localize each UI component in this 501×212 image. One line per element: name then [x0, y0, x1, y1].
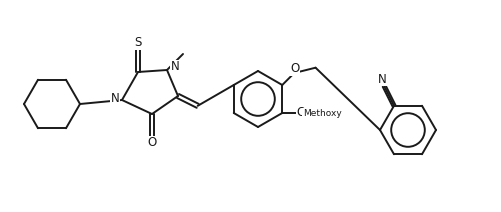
Text: O: O: [290, 62, 299, 75]
Text: Methoxy: Methoxy: [302, 109, 341, 117]
Text: S: S: [134, 36, 141, 49]
Text: N: N: [377, 73, 386, 86]
Text: N: N: [110, 92, 119, 106]
Text: N: N: [170, 60, 179, 74]
Text: O: O: [296, 106, 305, 120]
Text: O: O: [147, 137, 156, 149]
